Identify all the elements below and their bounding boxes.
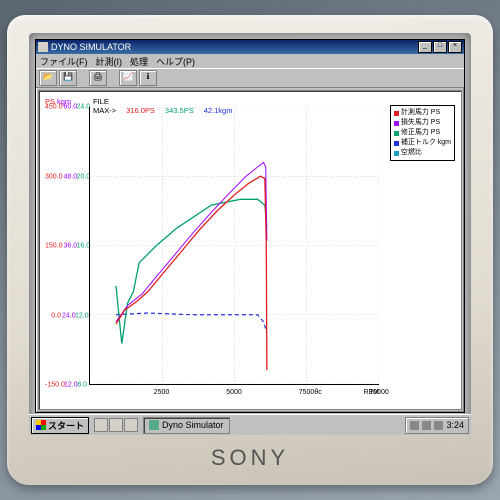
legend-ps3: 修正馬力 PS [401,128,440,138]
legend-trq: 補正トルク kgm [401,138,451,148]
windows-flag-icon [36,420,46,430]
legend: 計測馬力 PS 損失馬力 PS 修正馬力 PS 補正トルク kgm 空燃比 [390,105,455,161]
plot-svg [90,107,379,384]
legend-swatch-afr [394,151,399,156]
open-button[interactable]: 📂 [39,70,57,86]
ql-icon-3[interactable] [124,418,138,432]
taskbar: スタート Dyno Simulator 3:24 [29,414,471,435]
print-button[interactable]: 🖨 [89,70,107,86]
crt-screen: DYNO SIMULATOR _ □ × ファイル(F) 計測(I) 処理 ヘル… [29,33,471,435]
graph-button[interactable]: 📈 [119,70,137,86]
ql-icon-1[interactable] [94,418,108,432]
max-readout: FILE [93,97,109,106]
legend-swatch-ps1 [394,111,399,116]
start-label: スタート [48,419,84,432]
legend-swatch-ps3 [394,131,399,136]
chart-client: PS kgm FILE MAX-> 316.0PS 343.5PS 42.1kg… [38,90,462,410]
plot-area [89,107,379,385]
menu-file[interactable]: ファイル(F) [40,55,88,68]
legend-swatch-trq [394,141,399,146]
monitor-brand: SONY [7,445,493,471]
close-button[interactable]: × [448,41,462,53]
taskbar-app[interactable]: Dyno Simulator [143,417,230,434]
minimize-button[interactable]: _ [418,41,432,53]
start-button[interactable]: スタート [31,417,89,434]
file-label: FILE [93,97,109,106]
quick-launch [91,418,141,432]
tray-icon-1[interactable] [410,421,419,430]
legend-ps1: 計測馬力 PS [401,108,440,118]
monitor-bezel: DYNO SIMULATOR _ □ × ファイル(F) 計測(I) 処理 ヘル… [7,15,493,485]
y-axis-labels: 450.060.024.0300.048.020.0150.036.016.00… [45,107,87,385]
toolbar: 📂 💾 🖨 📈 ℹ [36,68,464,88]
app-icon [38,42,48,52]
task-app-icon [149,420,159,430]
legend-swatch-ps2 [394,121,399,126]
menu-process[interactable]: 処理 [130,55,148,68]
save-button[interactable]: 💾 [59,70,77,86]
system-tray: 3:24 [405,417,469,434]
menu-help[interactable]: ヘルプ(P) [156,55,195,68]
app-window: DYNO SIMULATOR _ □ × ファイル(F) 計測(I) 処理 ヘル… [35,39,465,413]
legend-afr: 空燃比 [401,148,422,158]
dyno-chart: PS kgm FILE MAX-> 316.0PS 343.5PS 42.1kg… [43,95,457,405]
tray-clock: 3:24 [446,420,464,430]
menu-measure[interactable]: 計測(I) [96,55,123,68]
tray-icon-2[interactable] [422,421,431,430]
titlebar[interactable]: DYNO SIMULATOR _ □ × [36,40,464,54]
tray-icon-3[interactable] [434,421,443,430]
menubar: ファイル(F) 計測(I) 処理 ヘルプ(P) [36,54,464,68]
legend-ps2: 損失馬力 PS [401,118,440,128]
window-title: DYNO SIMULATOR [51,42,417,52]
ql-icon-2[interactable] [109,418,123,432]
x-axis-labels: 25005000750010000θcRPM [89,389,379,399]
info-button[interactable]: ℹ [139,70,157,86]
task-app-label: Dyno Simulator [162,420,224,430]
maximize-button[interactable]: □ [433,41,447,53]
